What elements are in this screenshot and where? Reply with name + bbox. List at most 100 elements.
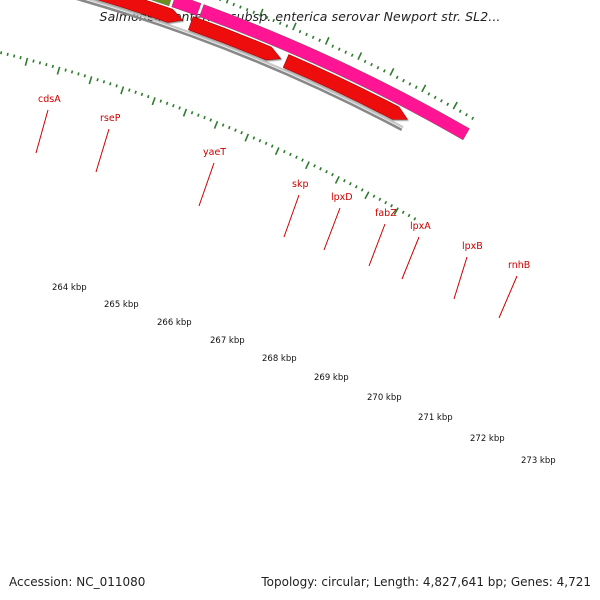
scale-tick [331,172,334,177]
scale-tick [159,99,163,103]
scale-label: 270 kbp [367,393,402,403]
outer-tick [331,44,335,48]
outer-tick [272,18,275,23]
gene-label-skp: skp [292,179,308,190]
scale-label: 271 kbp [418,413,453,423]
scale-tick [12,54,16,58]
scale-tick [120,86,125,95]
scale-label: 265 kbp [104,300,139,310]
outer-tick [219,0,221,2]
outer-tick [414,85,418,89]
outer-tick [433,95,437,100]
outer-tick [402,78,405,83]
scale-tick [140,92,144,97]
outer-tick [408,82,412,86]
scale-tick [343,178,346,183]
outer-tick [452,101,458,110]
gene-label-cdsA: cdsA [38,94,61,105]
scale-label: 272 kbp [470,434,505,444]
scale-tick [151,97,156,106]
scale-label: 267 kbp [210,336,245,346]
scale-tick [19,56,22,60]
scale-tick [227,125,231,130]
feature-band-magenta [199,4,470,141]
scale-label: 268 kbp [262,354,297,364]
backbone-line [75,0,404,132]
outer-tick [458,109,462,113]
scale-tick [178,106,181,110]
scale-tick [88,76,93,85]
scale-tick [203,115,206,120]
scale-tick [6,52,9,57]
gene-labels: cdsA rseP yaeT skp lpxD fabZ lpxA lpxB rnhB [38,94,530,271]
outer-tick [305,32,308,37]
gene-label-fabZ: fabZ [375,208,397,219]
gene-label-leaders [35,109,518,319]
scale-tick [360,188,364,192]
scale-tick [172,103,175,108]
scale-tick [354,185,358,189]
scale-tick [77,72,80,76]
outer-tick [311,35,315,40]
scale-tick [0,51,3,55]
gene-label-lpxD: lpxD [331,192,353,203]
scale-tick [182,108,188,117]
outer-tick [324,36,330,45]
outer-tick [225,0,229,4]
scale-tick [38,61,42,65]
scale-tick [378,197,382,202]
gene-label-rseP: rseP [100,113,121,124]
leader-lpxD [323,207,341,251]
outer-tick [370,62,373,67]
outer-tick [421,84,427,93]
cds-arrow [188,16,282,61]
outer-tick [395,75,399,80]
scale-tick [24,57,29,66]
scale-tick [32,59,35,63]
scale-tick [252,136,256,140]
scale-tick [56,66,61,75]
scale-tick [96,78,99,82]
scale-tick [384,200,388,205]
scale-tick [165,101,169,106]
scale-tick [295,155,298,159]
scale-tick [264,141,268,146]
scale-tick [304,161,310,170]
outer-tick [376,66,380,70]
scale-tick [209,118,213,122]
leader-fabZ [368,223,386,267]
outer-tick [465,113,468,117]
scale-tick [372,194,376,198]
scale-tick [190,111,194,115]
outer-tick [239,5,242,9]
outer-tick [278,21,282,25]
scale-tick [234,128,237,132]
scale-tick [64,68,67,72]
leader-lpxB [453,256,468,300]
outer-tick [232,2,236,7]
outer-tick [440,99,443,103]
outer-tick [389,67,395,76]
scale-tick [51,64,54,69]
gene-label-lpxA: lpxA [410,221,431,232]
feature-band-magenta [171,0,202,16]
scale-tick [83,74,87,78]
scale-tick [197,113,200,117]
scale-tick [319,167,322,171]
outer-tick [318,38,322,42]
gene-label-yaeT: yaeT [203,147,226,158]
scale-tick [213,120,219,129]
scale-tick [401,210,405,214]
scale-tick [102,80,106,84]
outer-tick [265,15,269,20]
scale-tick [45,62,48,67]
scale-labels: 264 kbp 265 kbp 266 kbp 267 kbp 268 kbp 269 k… [52,283,556,466]
cds-arrow [282,54,408,120]
scale-tick [393,207,399,216]
scale-tick [240,131,243,135]
backbone-highlight [87,0,404,129]
outer-tick-marks [219,0,475,121]
scale-tick [407,213,411,218]
outer-tick [344,50,348,54]
